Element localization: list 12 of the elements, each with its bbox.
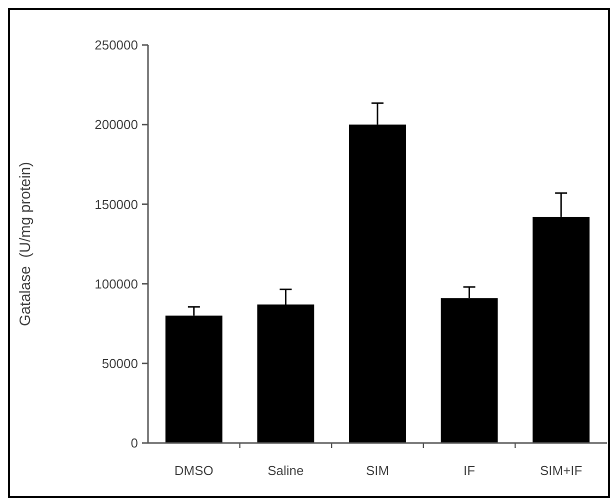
x-tick-label: IF — [464, 463, 476, 478]
y-tick-label: 250000 — [94, 38, 138, 53]
x-tick-label: Saline — [268, 463, 304, 478]
y-axis-title: Gatalase (U/mg protein) — [17, 162, 34, 326]
y-tick-label: 150000 — [94, 196, 138, 212]
y-tick-label: 50000 — [102, 356, 138, 371]
x-tick-label: SIM — [366, 463, 390, 478]
y-tick-label: 200000 — [94, 117, 138, 132]
y-tick-label: 0 — [130, 436, 138, 451]
x-tick-label: SIM+IF — [540, 463, 582, 478]
y-tick-label: 100000 — [94, 276, 138, 292]
x-tick-label: DMSO — [174, 463, 214, 478]
